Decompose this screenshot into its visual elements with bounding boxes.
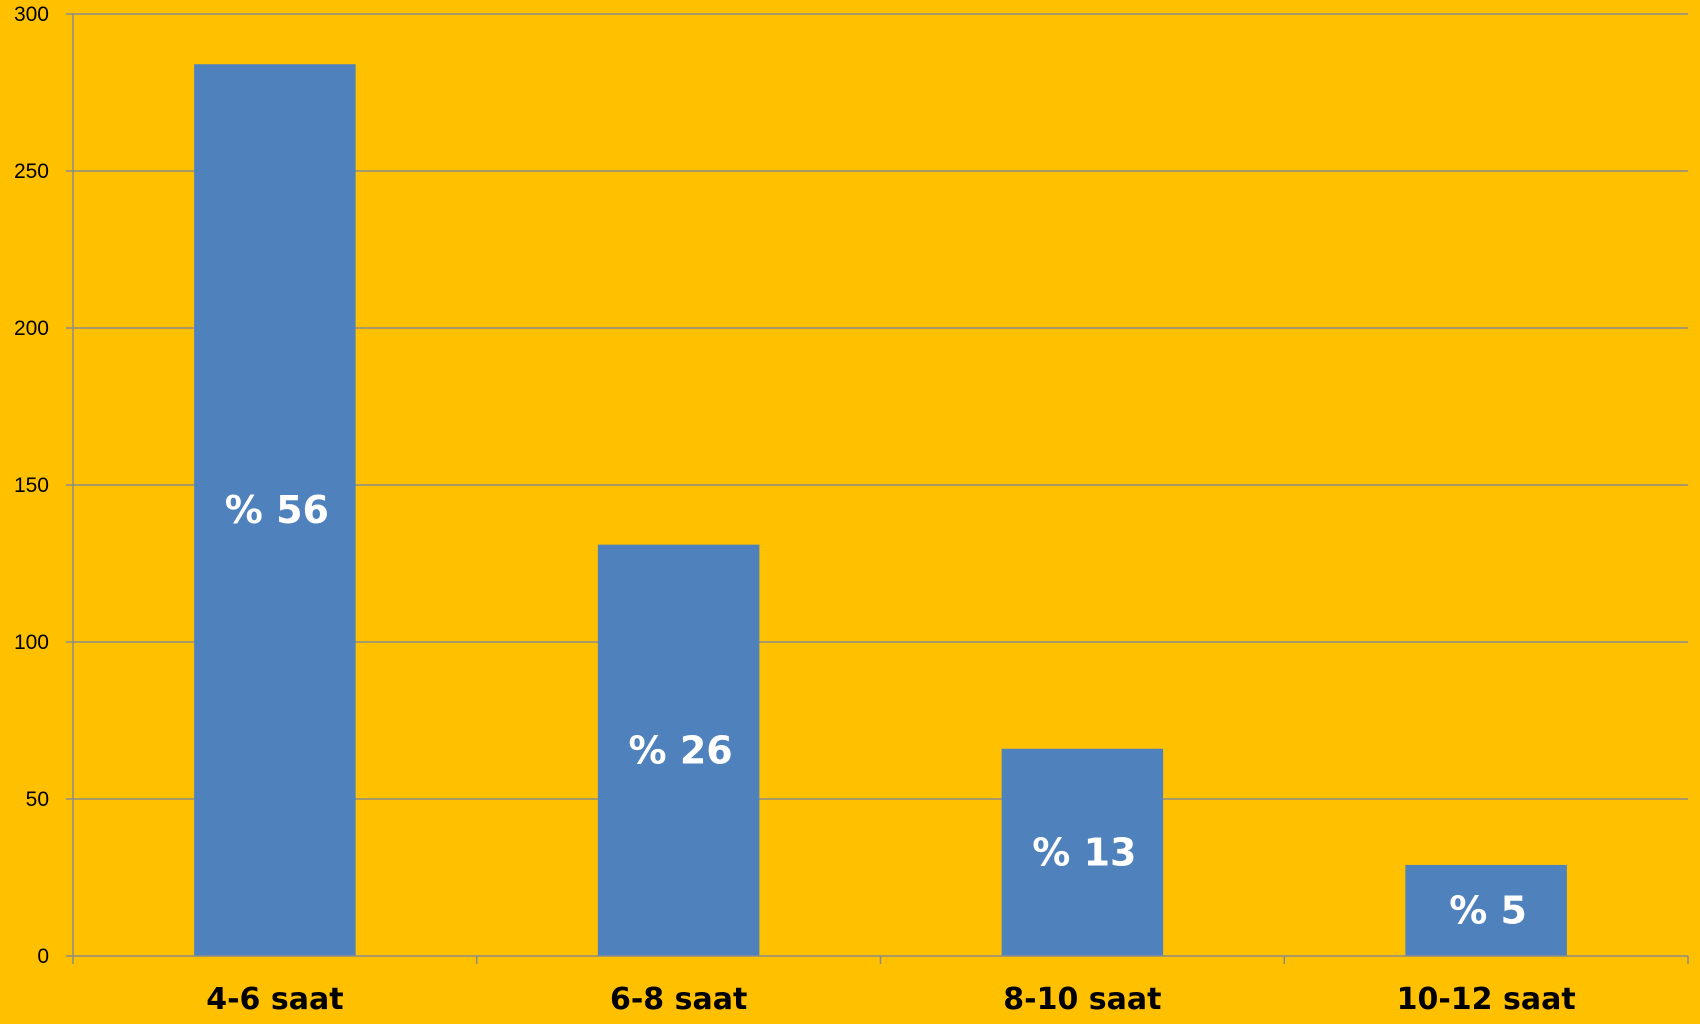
x-category-label: 8-10 saat bbox=[1003, 982, 1161, 1017]
bar bbox=[1001, 748, 1164, 956]
bar bbox=[1405, 864, 1567, 956]
y-tick-labels: 0 50 100 150 200 250 300 bbox=[14, 3, 49, 968]
axes bbox=[66, 13, 1689, 964]
data-label: % 26 bbox=[629, 728, 733, 772]
x-category-label: 4-6 saat bbox=[206, 982, 343, 1017]
x-category-label: 10-12 saat bbox=[1397, 982, 1576, 1017]
data-label: % 56 bbox=[225, 488, 329, 532]
y-tick-label: 300 bbox=[14, 3, 49, 26]
y-tick-label: 100 bbox=[14, 631, 49, 654]
data-labels: % 56 % 26 % 13 % 5 bbox=[225, 488, 1527, 932]
y-tick-label: 50 bbox=[26, 788, 49, 811]
x-category-label: 6-8 saat bbox=[610, 982, 747, 1017]
x-category-labels: 4-6 saat 6-8 saat 8-10 saat 10-12 saat bbox=[206, 982, 1575, 1017]
y-tick-label: 200 bbox=[14, 317, 49, 340]
y-tick-label: 250 bbox=[14, 160, 49, 183]
bars bbox=[194, 64, 1567, 957]
data-label: % 13 bbox=[1032, 830, 1136, 874]
bar bbox=[194, 64, 356, 957]
y-tick-label: 0 bbox=[37, 945, 49, 968]
y-tick-label: 150 bbox=[14, 474, 49, 497]
bar bbox=[597, 544, 760, 956]
data-label: % 5 bbox=[1449, 888, 1527, 932]
